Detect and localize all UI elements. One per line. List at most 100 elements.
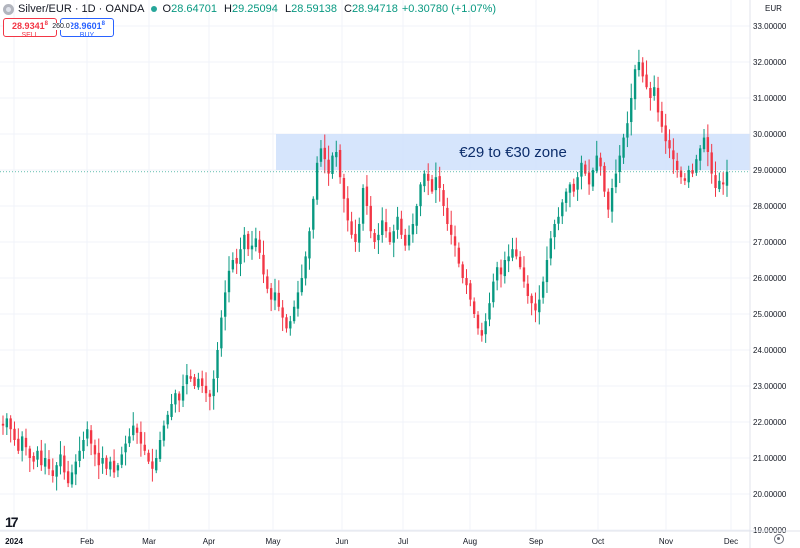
candle-body bbox=[243, 234, 246, 250]
candle-body bbox=[281, 307, 284, 318]
candle-body bbox=[89, 430, 93, 444]
candle-body bbox=[193, 377, 196, 386]
y-tick-label: 24.00000 bbox=[753, 346, 787, 355]
y-tick-label: 26.00000 bbox=[753, 274, 787, 283]
candle-body bbox=[591, 170, 595, 187]
candle-body bbox=[231, 260, 235, 270]
candle-body bbox=[258, 239, 261, 253]
symbol-title[interactable]: Silver/EUR · 1D · OANDA bbox=[18, 3, 145, 15]
x-tick-label: Mar bbox=[142, 537, 156, 546]
x-tick-label: Apr bbox=[203, 537, 216, 546]
x-tick-label: Jun bbox=[336, 537, 349, 546]
candle-body bbox=[112, 460, 116, 473]
candle-body bbox=[204, 385, 208, 394]
candle-body bbox=[212, 378, 215, 397]
buy-price-sup: 8 bbox=[101, 21, 105, 27]
candle-body bbox=[702, 137, 706, 150]
chart-legend: Silver/EUR · 1D · OANDA O28.64701 H29.25… bbox=[3, 2, 496, 16]
candle-body bbox=[442, 190, 445, 206]
candle-body bbox=[645, 74, 648, 88]
candle-body bbox=[595, 155, 598, 171]
candle-body bbox=[43, 458, 47, 467]
candle-body bbox=[526, 283, 529, 296]
candle-body bbox=[518, 256, 522, 268]
candle-body bbox=[97, 452, 100, 466]
candle-body bbox=[296, 292, 300, 309]
candle-body bbox=[587, 172, 591, 185]
candle-body bbox=[698, 148, 702, 161]
buy-label: BUY bbox=[79, 32, 95, 39]
candle-body bbox=[664, 125, 667, 142]
x-tick-label: 2024 bbox=[5, 537, 23, 546]
candle-body bbox=[725, 171, 729, 186]
candle-body bbox=[580, 162, 583, 177]
y-tick-label: 31.00000 bbox=[753, 94, 787, 103]
silver-coin-icon bbox=[3, 3, 14, 15]
ohlc-values: O28.64701 H29.25094 L28.59138 C28.94718 bbox=[163, 3, 402, 15]
price-axis[interactable]: 33.00000 32.00000 31.00000 30.00000 29.00000… bbox=[749, 0, 787, 548]
candle-body bbox=[155, 458, 158, 471]
open-key: O bbox=[162, 3, 172, 15]
candle-body bbox=[78, 450, 81, 461]
candle-body bbox=[653, 87, 656, 96]
grid-lines bbox=[0, 0, 750, 531]
candle-body bbox=[530, 295, 533, 304]
candle-body bbox=[289, 321, 292, 329]
sell-price-sup: 8 bbox=[44, 21, 48, 27]
y-tick-label: 32.00000 bbox=[753, 58, 787, 67]
candle-body bbox=[59, 454, 62, 467]
candle-body bbox=[649, 87, 652, 98]
spread-value: 260.0 bbox=[51, 23, 71, 30]
candle-body bbox=[139, 431, 143, 444]
candle-body bbox=[358, 224, 361, 243]
candle-body bbox=[63, 455, 66, 473]
candle-body bbox=[13, 428, 16, 440]
candle-body bbox=[20, 436, 24, 451]
zone-rectangle bbox=[276, 134, 750, 170]
candle-body bbox=[407, 234, 411, 246]
buy-price: 28.9601 bbox=[69, 21, 102, 31]
gear-icon[interactable] bbox=[774, 534, 784, 544]
candle-body bbox=[718, 180, 721, 190]
candle-body bbox=[400, 218, 403, 235]
candle-body bbox=[630, 98, 633, 123]
candle-body bbox=[105, 457, 108, 469]
candle-body bbox=[32, 455, 35, 462]
candle-body bbox=[93, 445, 97, 455]
candle-body bbox=[430, 179, 434, 192]
candle-body bbox=[319, 148, 323, 162]
x-tick-label: Oct bbox=[592, 537, 605, 546]
candle-body bbox=[511, 249, 514, 258]
zone-label: €29 to €30 zone bbox=[459, 144, 567, 161]
x-tick-label: Feb bbox=[80, 537, 94, 546]
sell-button[interactable]: 28.93418 SELL bbox=[3, 18, 57, 39]
candle-body bbox=[576, 177, 579, 190]
candle-body bbox=[603, 165, 606, 192]
candle-body bbox=[710, 152, 713, 174]
candle-body bbox=[323, 147, 326, 160]
candle-body bbox=[315, 162, 319, 200]
currency-label[interactable]: EUR bbox=[765, 4, 782, 13]
candle-body bbox=[220, 317, 223, 349]
y-tick-label: 29.00000 bbox=[753, 166, 787, 175]
candle-body bbox=[411, 224, 415, 235]
y-tick-label: 21.00000 bbox=[753, 454, 787, 463]
candle-body bbox=[706, 137, 710, 152]
price-zone bbox=[276, 134, 750, 170]
candle-body bbox=[427, 173, 430, 181]
candle-body bbox=[312, 198, 315, 230]
candle-body bbox=[453, 236, 457, 246]
candle-body bbox=[246, 233, 250, 250]
candle-body bbox=[561, 202, 564, 217]
candle-body bbox=[365, 186, 369, 206]
candle-body bbox=[101, 458, 104, 464]
candle-body bbox=[392, 231, 395, 243]
low-key: L bbox=[284, 3, 292, 15]
candle-body bbox=[158, 440, 162, 459]
time-axis[interactable]: 2024 Feb Mar Apr May Jun Jul Aug Sep Oct Nov Dec bbox=[0, 530, 800, 546]
buy-button[interactable]: 28.96018 BUY bbox=[60, 18, 114, 39]
candle-body bbox=[507, 256, 510, 262]
candle-body bbox=[262, 254, 265, 275]
tradingview-logo-icon: 17 bbox=[5, 514, 19, 530]
